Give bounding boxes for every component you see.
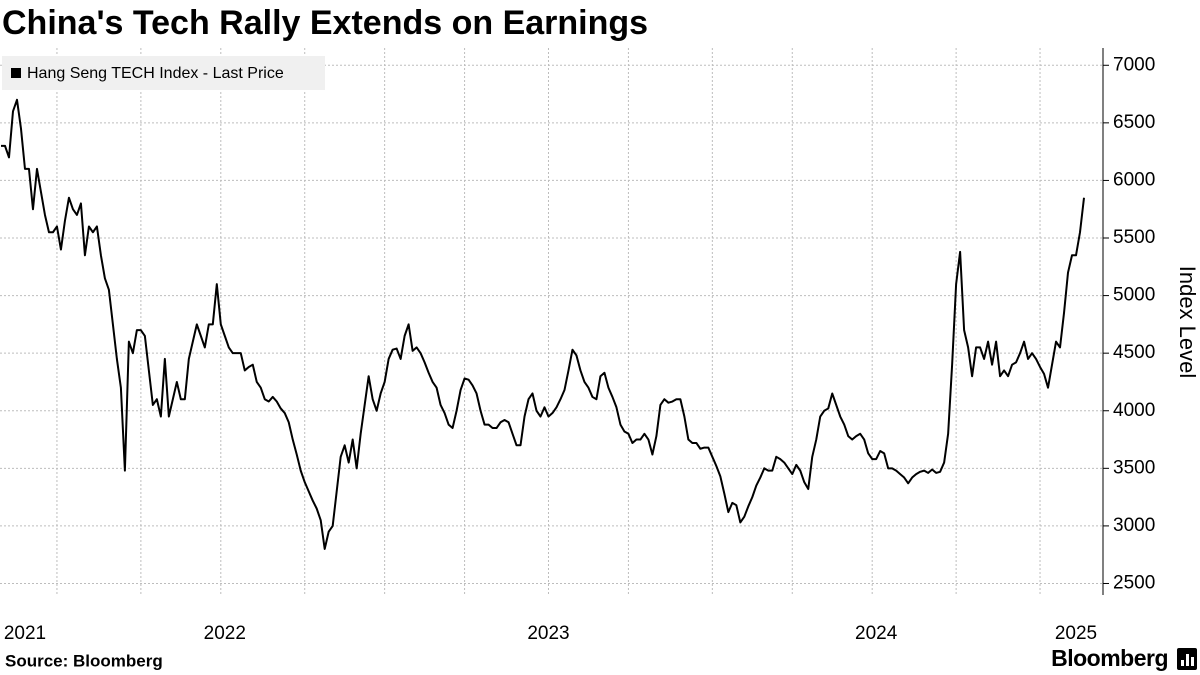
x-tick-label: 2022 <box>204 623 246 644</box>
legend-label: Hang Seng TECH Index - Last Price <box>27 65 284 82</box>
y-tick-label: 6500 <box>1113 112 1155 133</box>
chart-title: China's Tech Rally Extends on Earnings <box>2 4 648 42</box>
brand-icon-bar <box>1191 657 1194 666</box>
y-tick-label: 5500 <box>1113 227 1155 248</box>
brand-logo: Bloomberg <box>1051 645 1168 671</box>
y-tick-label: 7000 <box>1113 54 1155 75</box>
y-tick-label: 4500 <box>1113 342 1155 363</box>
brand-icon <box>1177 648 1197 670</box>
x-tick-label: 2024 <box>855 623 898 644</box>
legend-box <box>2 56 325 90</box>
brand-icon-bar <box>1186 654 1189 666</box>
legend: Hang Seng TECH Index - Last Price <box>2 56 325 90</box>
x-tick-label: 2025 <box>1055 623 1097 644</box>
y-axis-label: Index Level <box>1175 266 1200 379</box>
legend-swatch <box>11 68 21 78</box>
y-tick-label: 6000 <box>1113 169 1155 190</box>
y-tick-label: 5000 <box>1113 285 1155 306</box>
source-note: Source: Bloomberg <box>5 651 163 670</box>
x-tick-label: 2023 <box>527 623 569 644</box>
y-tick-label: 3500 <box>1113 457 1155 478</box>
brand-icon-bar <box>1181 660 1184 666</box>
x-tick-label: 2021 <box>4 623 46 644</box>
y-tick-label: 2500 <box>1113 572 1155 593</box>
y-tick-label: 4000 <box>1113 400 1155 421</box>
y-tick-label: 3000 <box>1113 515 1155 536</box>
line-series <box>1 98 1085 550</box>
